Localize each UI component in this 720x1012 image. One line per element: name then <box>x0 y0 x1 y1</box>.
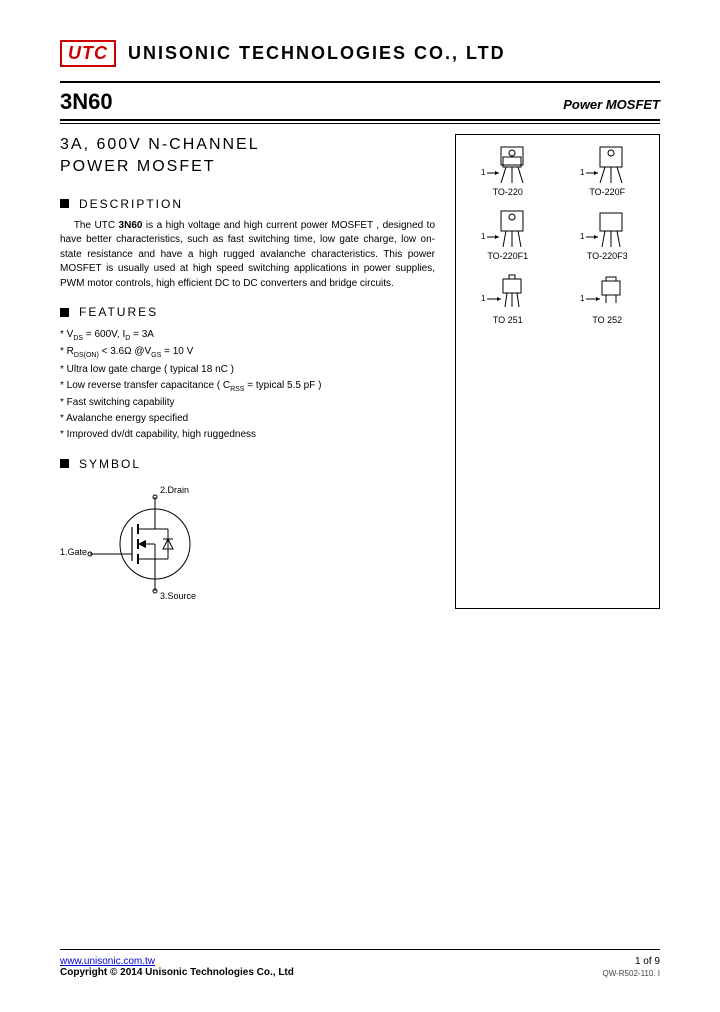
footer: www.unisonic.com.tw Copyright © 2014 Uni… <box>60 947 660 978</box>
svg-text:1: 1 <box>481 232 486 241</box>
feature-item: * VDS = 600V, ID = 3A <box>60 327 435 344</box>
title-line2: POWER MOSFET <box>60 156 435 178</box>
feature-item: * Improved dv/dt capability, high rugged… <box>60 427 435 443</box>
part-number: 3N60 <box>60 89 113 115</box>
package-box: 1 TO-220 <box>455 134 660 609</box>
rule-mid-thick <box>60 119 660 121</box>
package-label: TO 252 <box>562 315 654 325</box>
package-cell: 1 TO 251 <box>462 271 554 325</box>
package-cell: 1 TO-220 <box>462 143 554 197</box>
footer-rule <box>60 949 660 950</box>
features-list: * VDS = 600V, ID = 3A * RDS(ON) < 3.6Ω @… <box>60 327 435 443</box>
package-label: TO-220F3 <box>562 251 654 261</box>
symbol-pin-gate: 1.Gate <box>60 547 87 557</box>
title-line1: 3A, 600V N-CHANNEL <box>60 134 435 156</box>
symbol-pin-drain: 2.Drain <box>160 485 189 495</box>
description-heading: DESCRIPTION <box>60 197 435 211</box>
description-text: The UTC 3N60 is a high voltage and high … <box>60 219 435 292</box>
logo: UTC <box>60 40 116 67</box>
mosfet-symbol-svg <box>60 479 240 609</box>
feature-item: * Avalanche energy specified <box>60 411 435 427</box>
feature-item: * Low reverse transfer capacitance ( CRS… <box>60 378 435 395</box>
symbol-diagram: 2.Drain 1.Gate 3.Source <box>60 479 240 609</box>
svg-text:1: 1 <box>580 168 585 177</box>
footer-page: 1 of 9 <box>602 956 660 967</box>
part-row: 3N60 Power MOSFET <box>60 85 660 117</box>
features-heading: FEATURES <box>60 305 435 319</box>
symbol-heading: SYMBOL <box>60 457 435 471</box>
company-name: UNISONIC TECHNOLOGIES CO., LTD <box>128 43 506 64</box>
svg-text:1: 1 <box>481 168 486 177</box>
rule-top-thick <box>60 81 660 83</box>
feature-item: * Ultra low gate charge ( typical 18 nC … <box>60 362 435 378</box>
svg-text:1: 1 <box>580 232 585 241</box>
feature-item: * Fast switching capability <box>60 395 435 411</box>
feature-item: * RDS(ON) < 3.6Ω @VGS = 10 V <box>60 344 435 361</box>
footer-copyright: Copyright © 2014 Unisonic Technologies C… <box>60 967 294 978</box>
package-cell: 1 TO-220F3 <box>562 207 654 261</box>
package-cell: 1 TO-220F1 <box>462 207 554 261</box>
footer-docid: QW-R502-110. I <box>602 969 660 978</box>
svg-text:1: 1 <box>481 294 486 303</box>
package-cell: 1 TO-220F <box>562 143 654 197</box>
part-type: Power MOSFET <box>563 97 660 112</box>
package-label: TO-220F <box>562 187 654 197</box>
datasheet-page: UTC UNISONIC TECHNOLOGIES CO., LTD 3N60 … <box>0 0 720 1012</box>
footer-url-link[interactable]: www.unisonic.com.tw <box>60 956 155 967</box>
package-label: TO-220F1 <box>462 251 554 261</box>
package-grid: 1 TO-220 <box>462 143 653 325</box>
package-label: TO 251 <box>462 315 554 325</box>
package-cell: 1 TO 252 <box>562 271 654 325</box>
package-label: TO-220 <box>462 187 554 197</box>
svg-text:1: 1 <box>580 294 585 303</box>
rule-mid-thin <box>60 123 660 124</box>
content-row: 3A, 600V N-CHANNEL POWER MOSFET DESCRIPT… <box>60 134 660 609</box>
main-title: 3A, 600V N-CHANNEL POWER MOSFET <box>60 134 435 179</box>
left-column: 3A, 600V N-CHANNEL POWER MOSFET DESCRIPT… <box>60 134 435 609</box>
symbol-pin-source: 3.Source <box>160 591 196 601</box>
header: UTC UNISONIC TECHNOLOGIES CO., LTD <box>60 40 660 67</box>
